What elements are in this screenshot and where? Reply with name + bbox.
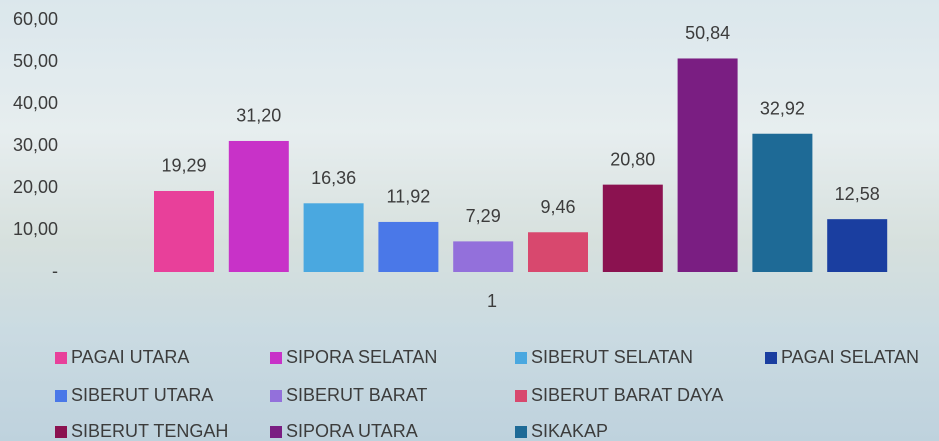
legend-swatch — [515, 426, 527, 438]
value-label: 32,92 — [760, 98, 805, 118]
bar — [304, 203, 364, 272]
bar — [603, 185, 663, 272]
legend-label: SIBERUT BARAT DAYA — [531, 385, 723, 405]
legend-swatch — [270, 390, 282, 402]
value-label: 50,84 — [685, 23, 730, 43]
value-label: 16,36 — [311, 168, 356, 188]
bar — [827, 219, 887, 272]
legend-label: SIKAKAP — [531, 421, 608, 441]
legend-swatch — [765, 352, 777, 364]
bar — [752, 134, 812, 272]
legend-label: PAGAI UTARA — [71, 347, 189, 367]
bar — [528, 232, 588, 272]
y-tick-label: 50,00 — [13, 51, 58, 71]
y-tick-label: 20,00 — [13, 177, 58, 197]
legend-swatch — [515, 352, 527, 364]
y-tick-label: - — [52, 261, 58, 281]
legend-label: SIBERUT UTARA — [71, 385, 213, 405]
bar — [229, 141, 289, 272]
bar — [154, 191, 214, 272]
y-tick-label: 30,00 — [13, 135, 58, 155]
value-label: 20,80 — [610, 149, 655, 169]
legend-swatch — [270, 426, 282, 438]
value-label: 7,29 — [466, 206, 501, 226]
y-tick-label: 10,00 — [13, 219, 58, 239]
chart: - 10,00 20,00 30,00 40,00 50,00 60,00 19,29 31,2… — [0, 0, 939, 441]
y-tick-label: 40,00 — [13, 93, 58, 113]
legend-label: SIBERUT BARAT — [286, 385, 427, 405]
legend-swatch — [55, 426, 67, 438]
value-label: 12,58 — [835, 184, 880, 204]
value-label: 9,46 — [540, 197, 575, 217]
bar — [678, 58, 738, 272]
bar — [378, 222, 438, 272]
x-tick-label: 1 — [487, 291, 497, 311]
y-tick-label: 60,00 — [13, 9, 58, 29]
value-label: 11,92 — [387, 187, 431, 207]
legend-label: SIPORA UTARA — [286, 421, 418, 441]
value-label: 31,20 — [236, 106, 281, 126]
legend-swatch — [270, 352, 282, 364]
legend-label: PAGAI SELATAN — [781, 347, 919, 367]
bar — [453, 241, 513, 272]
legend-swatch — [515, 390, 527, 402]
legend-swatch — [55, 390, 67, 402]
page: - 10,00 20,00 30,00 40,00 50,00 60,00 19,29 31,2… — [0, 0, 939, 441]
legend-swatch — [55, 352, 67, 364]
legend-label: SIBERUT TENGAH — [71, 421, 228, 441]
legend-label: SIBERUT SELATAN — [531, 347, 693, 367]
legend-label: SIPORA SELATAN — [286, 347, 437, 367]
value-label: 19,29 — [161, 156, 206, 176]
